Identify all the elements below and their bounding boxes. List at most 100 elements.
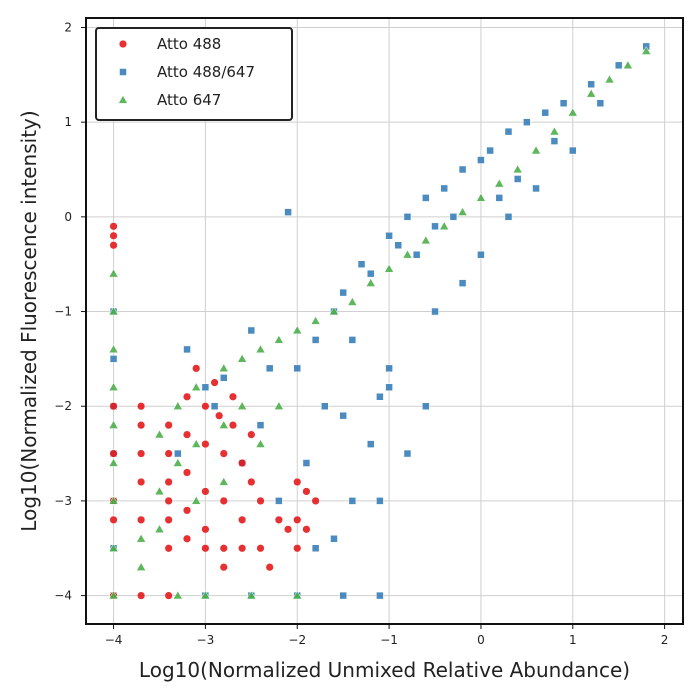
data-point xyxy=(596,99,605,107)
data-point xyxy=(137,591,146,600)
data-point xyxy=(339,591,347,600)
data-point xyxy=(108,268,119,278)
data-point xyxy=(486,146,494,155)
x-tick-label: 1 xyxy=(569,633,577,647)
data-point xyxy=(293,364,301,373)
data-point xyxy=(477,250,485,259)
data-point xyxy=(183,345,191,354)
data-point xyxy=(137,515,146,524)
data-point xyxy=(449,213,458,221)
x-tick-label: −3 xyxy=(197,633,215,647)
data-point xyxy=(321,402,329,410)
data-point xyxy=(174,449,182,458)
data-point xyxy=(274,515,283,524)
x-tick-label: −4 xyxy=(105,633,123,647)
data-point xyxy=(376,497,384,505)
data-point xyxy=(201,487,210,496)
legend-item: Atto 488 xyxy=(118,35,221,53)
data-point xyxy=(265,563,274,572)
data-point xyxy=(109,515,118,524)
data-point xyxy=(164,421,173,430)
data-point xyxy=(164,449,173,458)
data-point xyxy=(384,263,395,273)
series-atto-647 xyxy=(108,46,652,600)
data-point xyxy=(311,544,320,552)
x-axis-label: Log10(Normalized Unmixed Relative Abunda… xyxy=(139,658,630,682)
data-point xyxy=(247,430,256,439)
data-point xyxy=(376,393,384,401)
data-point xyxy=(255,344,266,354)
data-point xyxy=(172,401,183,410)
data-point xyxy=(172,590,183,600)
data-point xyxy=(495,194,504,202)
data-point xyxy=(256,421,265,429)
data-point xyxy=(569,146,577,155)
data-point xyxy=(238,515,247,524)
data-point xyxy=(210,402,219,410)
data-point xyxy=(302,459,311,467)
data-point xyxy=(273,334,284,344)
data-point xyxy=(504,213,513,221)
y-tick-label: 0 xyxy=(64,210,72,224)
data-point xyxy=(412,250,421,259)
legend-item: Atto 647 xyxy=(118,91,221,109)
data-point xyxy=(457,207,468,216)
data-point xyxy=(109,231,118,240)
data-point xyxy=(172,457,183,467)
data-point xyxy=(293,515,302,524)
data-point xyxy=(237,353,248,363)
data-point xyxy=(366,440,375,448)
data-point xyxy=(339,411,347,420)
data-point xyxy=(385,232,393,240)
data-point xyxy=(403,449,412,458)
data-point xyxy=(604,74,615,84)
data-point xyxy=(559,99,568,107)
series-atto-488 xyxy=(109,222,320,600)
legend-label: Atto 488 xyxy=(157,35,221,53)
data-point xyxy=(541,108,549,117)
data-point xyxy=(366,269,375,278)
data-point xyxy=(218,363,229,373)
data-point xyxy=(284,208,292,216)
data-point xyxy=(255,439,266,448)
data-point xyxy=(458,165,467,174)
x-tick-label: −1 xyxy=(380,633,398,647)
data-point xyxy=(614,61,623,70)
y-axis-ticks: −4 −3 −2 −1 0 1 2 xyxy=(54,20,86,603)
data-point xyxy=(201,402,210,411)
data-point xyxy=(192,364,201,373)
data-point xyxy=(439,221,450,230)
data-point xyxy=(219,449,228,458)
data-point xyxy=(504,127,513,136)
data-point xyxy=(440,184,448,193)
data-point xyxy=(219,496,228,506)
data-point xyxy=(293,544,302,553)
data-point xyxy=(108,382,119,391)
data-point xyxy=(201,525,210,534)
data-point xyxy=(402,249,413,259)
data-point xyxy=(247,326,256,335)
data-point xyxy=(357,260,366,268)
data-point xyxy=(531,145,542,155)
data-point xyxy=(265,364,274,373)
data-point xyxy=(431,222,439,231)
data-point xyxy=(108,457,119,467)
x-tick-label: 2 xyxy=(661,633,669,647)
y-tick-label: −3 xyxy=(54,494,72,508)
data-point xyxy=(458,279,467,287)
data-point xyxy=(210,378,219,387)
y-tick-label: 2 xyxy=(64,20,72,34)
data-point xyxy=(311,336,320,344)
data-point xyxy=(422,402,430,410)
data-point xyxy=(238,458,247,468)
data-point xyxy=(237,401,248,410)
data-point xyxy=(311,496,320,506)
legend: Atto 488 Atto 488/647 Atto 647 xyxy=(95,27,293,121)
data-point xyxy=(275,497,283,505)
legend-marker xyxy=(119,68,127,76)
data-point xyxy=(219,563,228,572)
data-point xyxy=(523,118,531,126)
data-point xyxy=(137,402,146,411)
data-point xyxy=(220,374,228,382)
